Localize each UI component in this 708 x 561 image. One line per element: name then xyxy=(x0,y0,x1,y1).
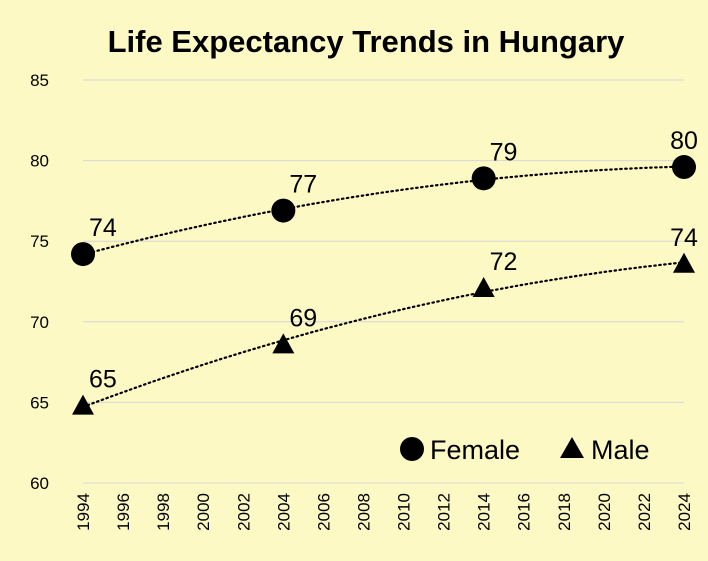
legend-female-marker xyxy=(400,437,424,461)
x-tick-label: 2014 xyxy=(475,493,494,531)
data-label-female: 77 xyxy=(289,171,317,199)
data-label-male: 65 xyxy=(89,366,117,394)
x-tick-label: 2002 xyxy=(234,493,253,531)
y-axis: 60 65 70 75 80 85 xyxy=(30,71,49,493)
x-tick-label: 1998 xyxy=(154,493,173,531)
x-tick-label: 2008 xyxy=(354,493,373,531)
gridlines xyxy=(83,79,684,484)
trendlines xyxy=(81,165,686,409)
x-tick-label: 2004 xyxy=(274,493,293,531)
legend-female-label: Female xyxy=(430,435,520,465)
legend: Female Male xyxy=(400,435,650,465)
x-tick-label: 2010 xyxy=(395,493,414,531)
point-female-2004 xyxy=(271,198,296,223)
legend-male-label: Male xyxy=(591,435,650,465)
point-female-1994 xyxy=(71,242,95,267)
x-tick-label: 2000 xyxy=(194,493,213,531)
y-tick-label: 80 xyxy=(30,152,49,171)
x-axis: 1994 1996 1998 2000 2002 2004 2006 2008 2010 2012… xyxy=(74,493,694,531)
y-tick-label: 70 xyxy=(30,313,49,332)
data-label-male: 72 xyxy=(490,248,518,276)
chart-title: Life Expectancy Trends in Hungary xyxy=(108,24,626,59)
data-label-male: 74 xyxy=(670,224,698,252)
data-label-female: 80 xyxy=(670,127,698,155)
y-tick-label: 85 xyxy=(30,71,49,90)
x-tick-label: 1994 xyxy=(74,493,93,531)
point-male-2004 xyxy=(272,333,295,354)
x-tick-label: 2012 xyxy=(435,493,454,531)
data-label-female: 74 xyxy=(89,214,117,242)
point-female-2024 xyxy=(672,155,696,180)
x-tick-label: 2006 xyxy=(314,493,333,531)
point-male-2014 xyxy=(472,276,495,297)
x-tick-label: 2018 xyxy=(555,493,574,531)
data-points xyxy=(71,155,696,415)
x-tick-label: 1996 xyxy=(114,493,133,531)
data-label-female: 79 xyxy=(490,138,518,166)
y-tick-label: 65 xyxy=(30,393,49,412)
data-labels: 74 77 79 80 65 69 72 74 xyxy=(89,127,698,394)
x-tick-label: 2020 xyxy=(595,493,614,531)
trendline-female xyxy=(81,165,686,256)
x-tick-label: 2022 xyxy=(635,493,654,531)
point-male-2024 xyxy=(673,252,695,273)
x-tick-label: 2016 xyxy=(515,493,534,531)
y-tick-label: 75 xyxy=(30,232,49,251)
trendline-male xyxy=(81,261,686,409)
legend-male-marker xyxy=(560,437,584,458)
x-tick-label: 2024 xyxy=(675,493,694,531)
data-label-male: 69 xyxy=(289,304,317,332)
point-male-1994 xyxy=(72,394,94,415)
y-tick-label: 60 xyxy=(30,474,49,493)
point-female-2014 xyxy=(471,166,496,191)
